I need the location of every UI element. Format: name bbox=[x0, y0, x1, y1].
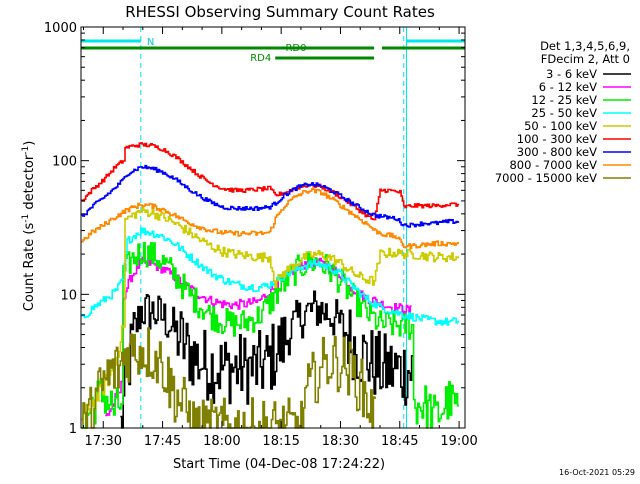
chart-title: RHESSI Observing Summary Count Rates bbox=[125, 3, 435, 21]
x-tick-label: 18:45 bbox=[381, 434, 418, 449]
legend-entry-label: 100 - 300 keV bbox=[517, 132, 597, 146]
rd4-label: RD4 bbox=[250, 53, 271, 64]
series-line bbox=[81, 188, 460, 250]
legend-entry-label: 6 - 12 keV bbox=[539, 80, 597, 94]
x-axis-label: Start Time (04-Dec-08 17:24:22) bbox=[173, 457, 385, 472]
legend-entry-label: 12 - 25 keV bbox=[531, 93, 597, 107]
rd0-label: RD0 bbox=[285, 43, 306, 54]
x-tick-label: 19:00 bbox=[440, 434, 477, 449]
legend: Det 1,3,4,5,6,9, FDecim 2, Att 0 3 - 6 k… bbox=[495, 39, 631, 185]
x-tick-label: 17:30 bbox=[85, 434, 122, 449]
night-label: N bbox=[147, 37, 154, 48]
series-line bbox=[120, 290, 414, 429]
legend-header-line-2: FDecim 2, Att 0 bbox=[541, 52, 630, 66]
y-axis-label-exp2: -1 bbox=[21, 146, 31, 155]
x-tick-label: 18:30 bbox=[322, 434, 359, 449]
series-layer bbox=[81, 142, 460, 429]
legend-entry-label: 7000 - 15000 keV bbox=[495, 171, 597, 185]
legend-entry-label: 50 - 100 keV bbox=[524, 119, 597, 133]
legend-entry-label: 800 - 7000 keV bbox=[509, 158, 597, 172]
x-tick-label: 18:15 bbox=[262, 434, 299, 449]
y-tick-label: 1000 bbox=[44, 21, 77, 36]
series-line bbox=[81, 327, 376, 429]
y-axis-label-mid: detector bbox=[22, 154, 37, 214]
plot-frame bbox=[80, 26, 466, 429]
y-axis-label-end: ) bbox=[22, 141, 37, 146]
legend-header-line-1: Det 1,3,4,5,6,9, bbox=[540, 39, 630, 53]
y-tick-label: 100 bbox=[52, 155, 77, 170]
axes-layer: 17:30 17:45 18:00 18:15 18:30 18:45 19:00 1 10 10… bbox=[44, 21, 478, 449]
x-tick-label: 18:00 bbox=[203, 434, 240, 449]
series-line bbox=[81, 227, 460, 326]
timestamp: 16-Oct-2021 05:29 bbox=[559, 468, 635, 477]
legend-entry-label: 25 - 50 keV bbox=[531, 106, 597, 120]
y-axis-label-main: Count Rate (s bbox=[22, 223, 37, 312]
y-tick-label: 1 bbox=[69, 422, 77, 437]
legend-entry-label: 3 - 6 keV bbox=[546, 67, 597, 81]
x-tick-label: 17:45 bbox=[144, 434, 181, 449]
series-line bbox=[81, 142, 460, 221]
series-line bbox=[81, 164, 460, 228]
y-axis-label-exp1: -1 bbox=[21, 214, 31, 223]
y-axis-label: Count Rate (s-1 detector-1) bbox=[21, 141, 37, 312]
series-line bbox=[81, 242, 460, 429]
legend-entry-label: 300 - 800 keV bbox=[517, 145, 597, 159]
y-tick-label: 10 bbox=[60, 288, 77, 303]
